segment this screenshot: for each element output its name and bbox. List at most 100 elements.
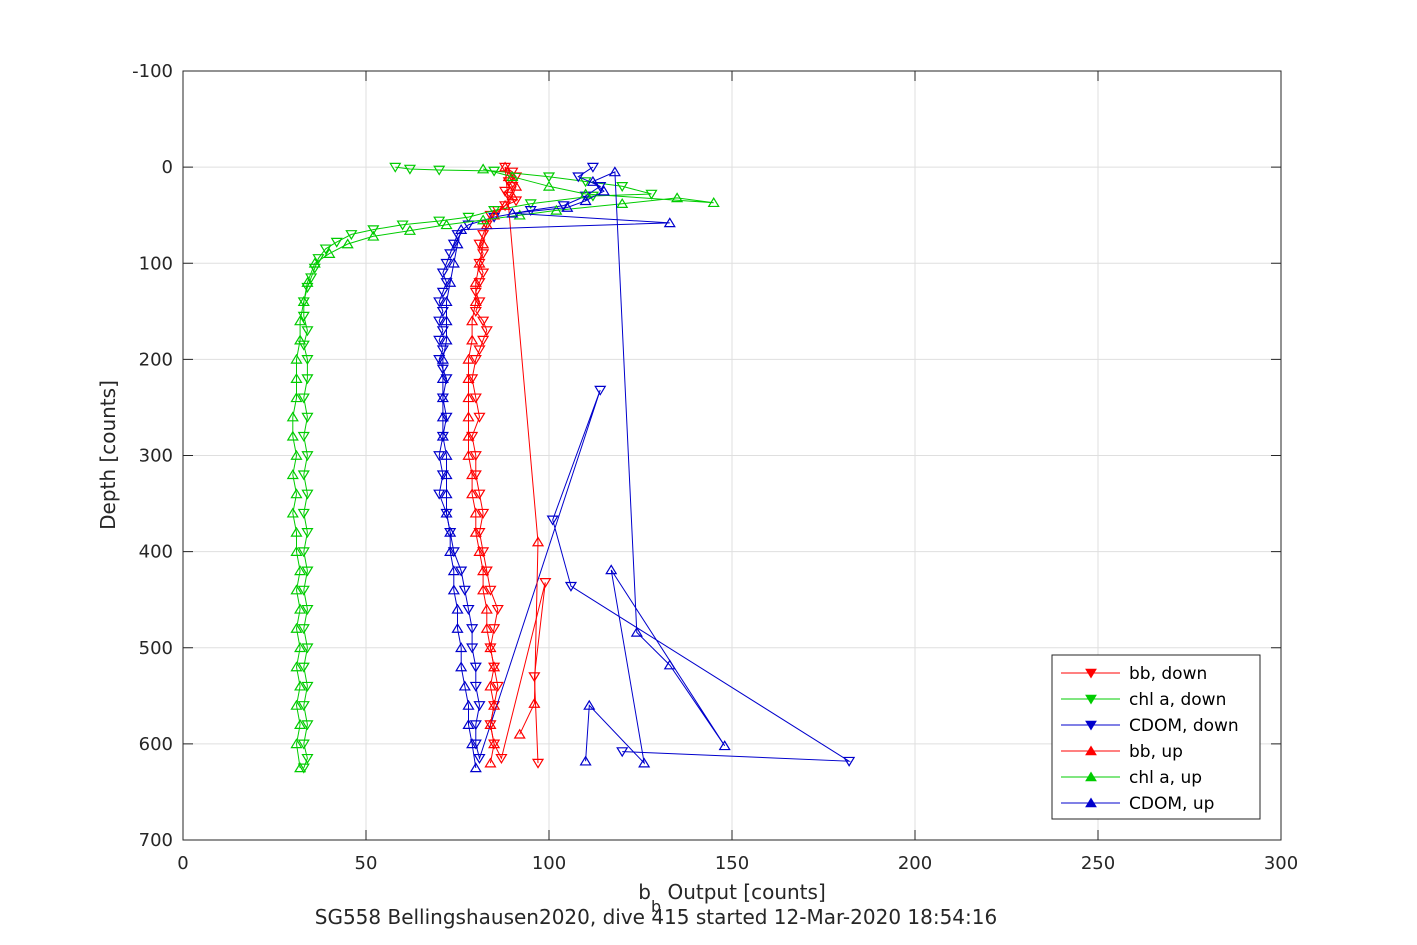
- data-point: [440, 258, 453, 269]
- data-point: [462, 392, 475, 403]
- data-point: [594, 182, 607, 193]
- data-point: [290, 353, 303, 364]
- data-point: [473, 257, 486, 268]
- data-point: [290, 526, 303, 537]
- data-point: [488, 212, 501, 223]
- data-point: [451, 603, 464, 614]
- data-point: [597, 185, 610, 196]
- data-point: [436, 470, 449, 481]
- data-point: [440, 449, 453, 460]
- x-tick-label: 50: [355, 853, 378, 874]
- data-point: [671, 192, 684, 203]
- data-point: [297, 547, 310, 558]
- data-point: [466, 334, 479, 345]
- data-point: [469, 306, 482, 317]
- data-point: [579, 177, 592, 188]
- data-point: [469, 507, 482, 518]
- data-point: [473, 278, 486, 289]
- y-tick-label: -100: [132, 61, 173, 82]
- data-point: [297, 739, 310, 750]
- data-point: [294, 762, 307, 773]
- data-point: [444, 276, 457, 287]
- data-point: [462, 699, 475, 710]
- x-axis-label-sub: b: [651, 897, 661, 916]
- data-point: [301, 326, 314, 337]
- data-point: [630, 626, 643, 637]
- data-point: [484, 585, 497, 596]
- data-point: [444, 526, 457, 537]
- data-point: [473, 489, 486, 500]
- data-point: [433, 216, 446, 227]
- data-point: [290, 738, 303, 749]
- data-point: [290, 392, 303, 403]
- data-point: [301, 374, 314, 385]
- data-point: [843, 756, 856, 767]
- data-point: [586, 162, 599, 173]
- data-point: [539, 578, 552, 589]
- data-point: [488, 699, 501, 710]
- data-point: [473, 412, 486, 423]
- data-point: [645, 189, 658, 200]
- data-point: [477, 249, 490, 260]
- data-point: [290, 488, 303, 499]
- data-point: [502, 191, 515, 202]
- data-point: [436, 353, 449, 364]
- legend-box: [1051, 654, 1261, 820]
- data-point: [480, 622, 493, 633]
- data-point: [436, 306, 449, 317]
- data-point: [488, 738, 501, 749]
- y-tick-label: 500: [139, 638, 173, 659]
- data-point: [594, 385, 607, 396]
- legend-swatch-marker: [1085, 668, 1097, 679]
- data-point: [436, 372, 449, 383]
- data-point: [444, 249, 457, 260]
- data-point: [469, 739, 482, 750]
- legend-label: chl a, down: [1129, 690, 1226, 710]
- data-point: [447, 257, 460, 268]
- data-point: [491, 681, 504, 692]
- data-point: [638, 757, 651, 768]
- data-point: [301, 489, 314, 500]
- data-point: [663, 659, 676, 670]
- data-point: [616, 747, 629, 758]
- data-point: [297, 701, 310, 712]
- series-bb-up: [462, 161, 545, 768]
- data-point: [488, 661, 501, 672]
- data-point: [301, 604, 314, 615]
- data-point: [301, 528, 314, 539]
- series-layer: [286, 161, 856, 774]
- data-point: [718, 740, 731, 751]
- data-point: [488, 206, 501, 217]
- data-point: [341, 238, 354, 249]
- data-point: [433, 355, 446, 366]
- data-point: [286, 430, 299, 441]
- data-point: [469, 276, 482, 287]
- data-point: [447, 584, 460, 595]
- x-tick-label: 250: [1081, 853, 1115, 874]
- legend-label: bb, down: [1129, 664, 1207, 684]
- data-point: [433, 335, 446, 346]
- chart-subtitle: SG558 Bellingshausen2020, dive 415 start…: [315, 905, 997, 929]
- data-point: [579, 191, 592, 202]
- data-point: [579, 188, 592, 199]
- data-point: [506, 171, 519, 182]
- data-point: [469, 393, 482, 404]
- legend-label: bb, up: [1129, 742, 1183, 762]
- data-point: [663, 217, 676, 228]
- x-axis-label: bb Output [counts]: [638, 880, 826, 916]
- data-point: [301, 276, 314, 287]
- data-point: [528, 672, 541, 683]
- data-point: [290, 699, 303, 710]
- data-point: [506, 182, 519, 193]
- data-point: [433, 451, 446, 462]
- data-point: [480, 566, 493, 577]
- data-point: [433, 489, 446, 500]
- y-tick-label: 700: [139, 830, 173, 851]
- data-point: [469, 662, 482, 673]
- data-point: [440, 315, 453, 326]
- data-point: [477, 565, 490, 576]
- data-point: [473, 701, 486, 712]
- data-point: [290, 661, 303, 672]
- x-axis-label-rest: Output [counts]: [661, 880, 826, 904]
- data-point: [462, 220, 475, 231]
